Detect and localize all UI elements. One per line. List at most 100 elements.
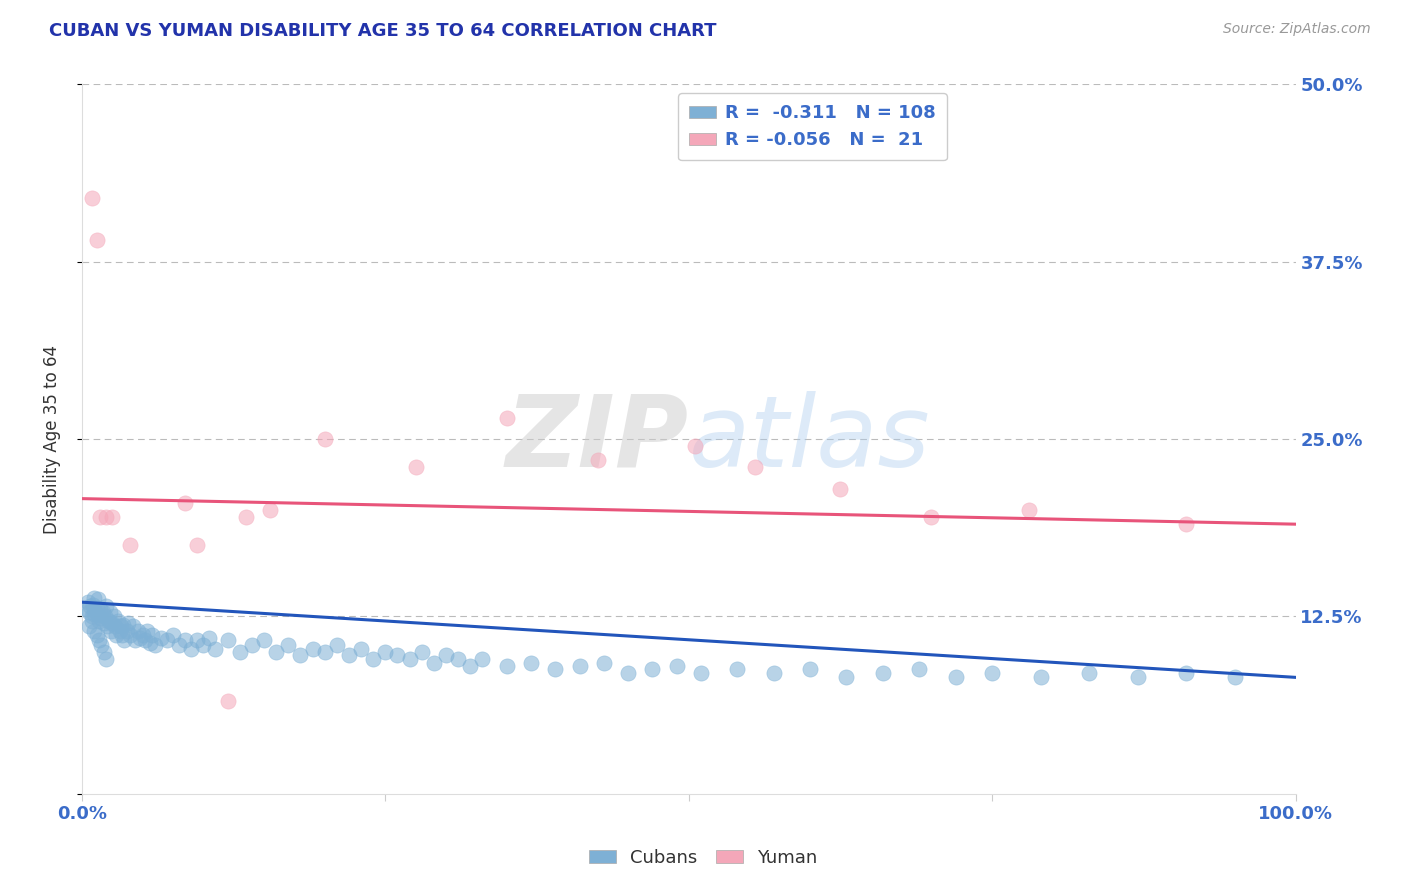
Point bbox=[1223, 670, 1246, 684]
Point bbox=[94, 609, 117, 624]
Point bbox=[1175, 666, 1198, 681]
Point bbox=[405, 460, 427, 475]
Point bbox=[830, 482, 852, 496]
Point bbox=[131, 628, 153, 642]
Point bbox=[174, 633, 197, 648]
Point bbox=[290, 648, 312, 662]
Point bbox=[174, 496, 197, 510]
Point bbox=[82, 598, 104, 612]
Point bbox=[104, 628, 127, 642]
Point bbox=[1175, 517, 1198, 532]
Point bbox=[337, 648, 360, 662]
Point bbox=[84, 604, 107, 618]
Point bbox=[149, 631, 172, 645]
Point bbox=[86, 628, 108, 642]
Point bbox=[101, 510, 124, 524]
Point bbox=[495, 410, 517, 425]
Point bbox=[124, 633, 146, 648]
Point bbox=[83, 624, 105, 638]
Point bbox=[77, 605, 100, 619]
Point bbox=[544, 662, 567, 676]
Point bbox=[762, 666, 785, 681]
Point bbox=[96, 510, 118, 524]
Point bbox=[87, 614, 110, 628]
Point bbox=[423, 656, 446, 670]
Point bbox=[689, 666, 711, 681]
Text: CUBAN VS YUMAN DISABILITY AGE 35 TO 64 CORRELATION CHART: CUBAN VS YUMAN DISABILITY AGE 35 TO 64 C… bbox=[49, 22, 717, 40]
Point bbox=[434, 648, 457, 662]
Point bbox=[120, 628, 142, 642]
Point bbox=[79, 599, 101, 614]
Point bbox=[97, 614, 120, 628]
Point bbox=[91, 605, 114, 619]
Point bbox=[83, 591, 105, 605]
Point bbox=[872, 666, 894, 681]
Point bbox=[398, 652, 420, 666]
Point bbox=[799, 662, 821, 676]
Point bbox=[180, 642, 202, 657]
Point bbox=[89, 510, 111, 524]
Point bbox=[104, 619, 127, 633]
Point bbox=[89, 602, 111, 616]
Point bbox=[1018, 503, 1040, 517]
Point bbox=[204, 642, 226, 657]
Point bbox=[111, 628, 134, 642]
Point bbox=[107, 614, 129, 628]
Point bbox=[592, 656, 614, 670]
Point bbox=[96, 652, 118, 666]
Point bbox=[683, 439, 706, 453]
Point bbox=[101, 616, 124, 631]
Point bbox=[350, 642, 373, 657]
Point bbox=[117, 616, 139, 631]
Point bbox=[122, 619, 145, 633]
Point bbox=[447, 652, 470, 666]
Point bbox=[235, 510, 257, 524]
Point bbox=[83, 607, 105, 621]
Y-axis label: Disability Age 35 to 64: Disability Age 35 to 64 bbox=[44, 344, 60, 533]
Point bbox=[110, 619, 132, 633]
Point bbox=[186, 538, 208, 552]
Point bbox=[115, 624, 138, 638]
Point bbox=[568, 659, 591, 673]
Point bbox=[981, 666, 1004, 681]
Point bbox=[87, 633, 110, 648]
Legend: Cubans, Yuman: Cubans, Yuman bbox=[582, 842, 824, 874]
Point bbox=[80, 609, 103, 624]
Point bbox=[744, 460, 766, 475]
Point bbox=[361, 652, 384, 666]
Point bbox=[277, 638, 299, 652]
Point bbox=[139, 636, 162, 650]
Point bbox=[87, 592, 110, 607]
Point bbox=[240, 638, 263, 652]
Legend: R =  -0.311   N = 108, R = -0.056   N =  21: R = -0.311 N = 108, R = -0.056 N = 21 bbox=[678, 94, 946, 161]
Point bbox=[77, 619, 100, 633]
Point bbox=[96, 599, 118, 614]
Point bbox=[945, 670, 967, 684]
Point bbox=[90, 638, 112, 652]
Point bbox=[253, 633, 276, 648]
Point bbox=[141, 628, 163, 642]
Point bbox=[98, 605, 121, 619]
Text: Source: ZipAtlas.com: Source: ZipAtlas.com bbox=[1223, 22, 1371, 37]
Point bbox=[127, 624, 149, 638]
Point bbox=[134, 633, 156, 648]
Point bbox=[259, 503, 281, 517]
Point bbox=[665, 659, 688, 673]
Point bbox=[387, 648, 409, 662]
Point bbox=[374, 645, 396, 659]
Point bbox=[217, 633, 239, 648]
Point bbox=[471, 652, 494, 666]
Point bbox=[108, 624, 131, 638]
Point bbox=[80, 191, 103, 205]
Point bbox=[641, 662, 664, 676]
Point bbox=[586, 453, 609, 467]
Point bbox=[80, 614, 103, 628]
Point bbox=[156, 633, 179, 648]
Point bbox=[87, 607, 110, 622]
Point bbox=[1078, 666, 1101, 681]
Point bbox=[143, 638, 166, 652]
Point bbox=[458, 659, 481, 673]
Point bbox=[1126, 670, 1149, 684]
Point bbox=[136, 624, 159, 638]
Point bbox=[112, 618, 135, 632]
